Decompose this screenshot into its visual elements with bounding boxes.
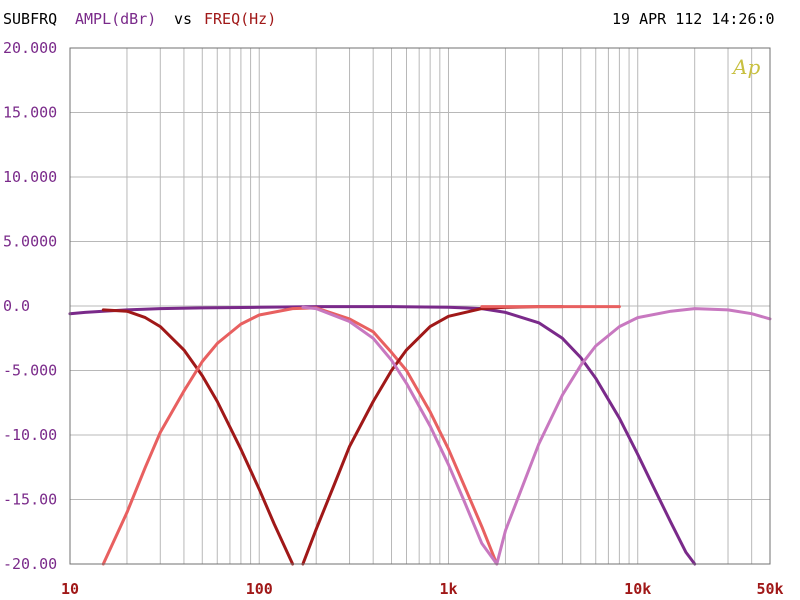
x-tick-label: 100 [246, 580, 273, 598]
header-x-quantity: FREQ(Hz) [204, 10, 277, 28]
series-line-6 [301, 305, 772, 566]
plot-frame [69, 47, 771, 565]
chart-header: SUBFRQ AMPL(dBr) vs FREQ(Hz) 19 APR 112 … [0, 0, 800, 36]
x-tick-label: 10 [61, 580, 79, 598]
header-prefix: SUBFRQ [3, 10, 58, 28]
y-tick-label: -5.000 [3, 362, 57, 380]
x-tick-label: 1k [439, 580, 457, 598]
y-tick-label: -20.00 [3, 555, 57, 573]
x-tick-label: 10k [624, 580, 651, 598]
header-y-quantity: AMPL(dBr) [75, 10, 157, 28]
header-datetime: 19 APR 112 14:26:0 [612, 10, 775, 28]
x-tick-label: 50k [756, 580, 783, 598]
series-line-1 [68, 305, 697, 566]
series-layer [68, 305, 772, 566]
ap-logo: Ap [731, 55, 760, 79]
header-vs: vs [174, 10, 193, 28]
y-tick-label: 20.000 [3, 39, 57, 57]
y-tick-labels: 20.000 15.000 10.000 5.0000 0.0 -5.000 -10.00 -… [3, 39, 57, 573]
y-tick-label: 5.0000 [3, 233, 57, 251]
series-line-3 [101, 306, 499, 566]
y-tick-label: -15.00 [3, 491, 57, 509]
y-tick-label: 15.000 [3, 104, 57, 122]
y-tick-label: 10.000 [3, 168, 57, 186]
y-tick-label: 0.0 [3, 297, 30, 315]
x-tick-labels: 10 100 1k 10k 50k [61, 580, 784, 598]
series-line-2 [101, 308, 295, 566]
y-tick-label: -10.00 [3, 426, 57, 444]
